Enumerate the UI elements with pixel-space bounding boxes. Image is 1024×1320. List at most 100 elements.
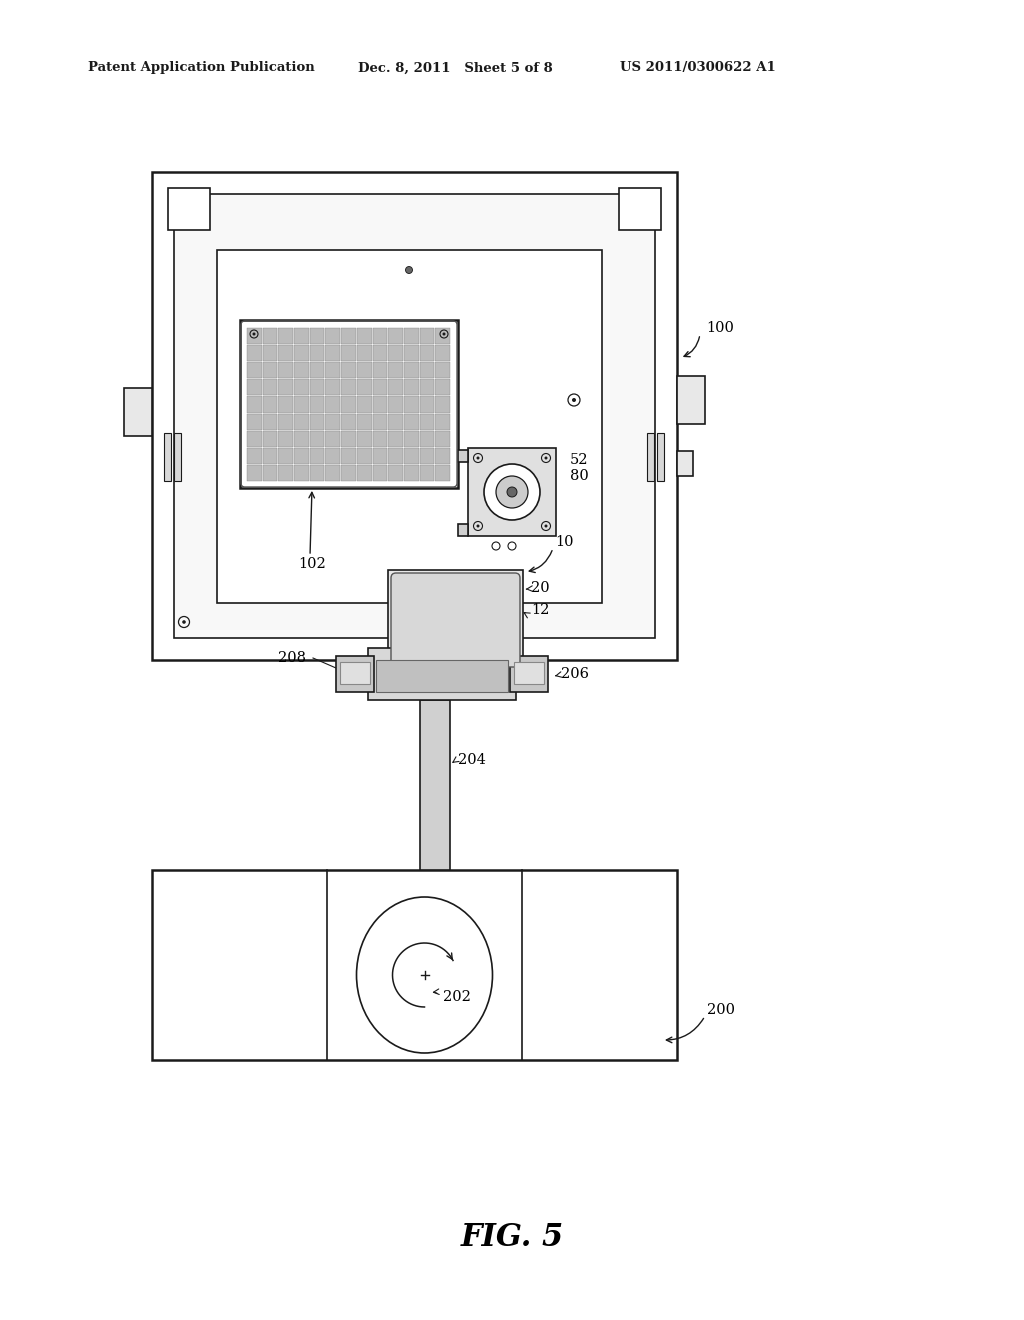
Bar [618, 187, 662, 230]
Circle shape [476, 457, 479, 459]
Bar [420, 447, 434, 463]
Bar [279, 362, 293, 379]
Bar [341, 345, 356, 362]
Bar [294, 396, 309, 413]
Text: 100: 100 [706, 321, 734, 335]
Text: Patent Application Publication: Patent Application Publication [88, 62, 314, 74]
Bar [657, 433, 664, 480]
Bar [388, 430, 402, 446]
Bar [247, 413, 262, 430]
Bar [435, 413, 450, 430]
Bar [310, 413, 325, 430]
Bar [247, 345, 262, 362]
Bar [388, 413, 402, 430]
Circle shape [545, 524, 548, 528]
Circle shape [484, 465, 540, 520]
Text: 102: 102 [298, 557, 326, 572]
Bar [310, 465, 325, 480]
Bar [326, 465, 340, 480]
Bar [403, 345, 419, 362]
Bar [279, 413, 293, 430]
Text: 52: 52 [570, 453, 589, 467]
Bar [356, 413, 372, 430]
Text: 10: 10 [555, 535, 573, 549]
Text: 208: 208 [278, 651, 306, 665]
Bar [420, 430, 434, 446]
Circle shape [442, 333, 445, 335]
Bar [341, 362, 356, 379]
Bar [217, 249, 602, 603]
Bar [341, 327, 356, 345]
Bar [341, 379, 356, 396]
Bar [279, 379, 293, 396]
Bar [310, 447, 325, 463]
Bar [435, 379, 450, 396]
Bar [468, 447, 556, 536]
Bar [174, 433, 181, 480]
Bar [388, 396, 402, 413]
Bar [294, 379, 309, 396]
Text: FIG. 5: FIG. 5 [461, 1222, 563, 1254]
Bar [356, 447, 372, 463]
Bar [279, 345, 293, 362]
Bar [388, 379, 402, 396]
Bar [420, 345, 434, 362]
Bar [263, 465, 278, 480]
Bar [341, 396, 356, 413]
Bar [435, 465, 450, 480]
Bar [373, 396, 387, 413]
Text: US 2011/0300622 A1: US 2011/0300622 A1 [620, 62, 776, 74]
Bar [373, 447, 387, 463]
Bar [263, 362, 278, 379]
Bar [403, 396, 419, 413]
Bar [263, 447, 278, 463]
Bar [341, 430, 356, 446]
Bar [356, 362, 372, 379]
Bar [356, 465, 372, 480]
Bar [294, 447, 309, 463]
Bar [247, 465, 262, 480]
Bar [294, 430, 309, 446]
Bar [279, 465, 293, 480]
Circle shape [507, 487, 517, 498]
Bar [435, 430, 450, 446]
Bar [388, 465, 402, 480]
Bar [310, 430, 325, 446]
Bar [326, 413, 340, 430]
Ellipse shape [356, 898, 493, 1053]
Bar [336, 656, 374, 692]
Bar [458, 524, 468, 536]
Bar [310, 396, 325, 413]
Bar [420, 327, 434, 345]
Bar [326, 396, 340, 413]
Bar [294, 345, 309, 362]
Bar [310, 327, 325, 345]
Bar [403, 430, 419, 446]
Bar [247, 447, 262, 463]
Bar [420, 396, 434, 413]
Bar [152, 172, 677, 660]
Bar [310, 379, 325, 396]
Bar [435, 327, 450, 345]
Bar [373, 362, 387, 379]
Circle shape [182, 620, 185, 624]
Bar [294, 465, 309, 480]
Bar [310, 362, 325, 379]
Bar [376, 660, 508, 692]
Bar [388, 327, 402, 345]
Bar [647, 433, 654, 480]
Bar [403, 413, 419, 430]
Bar [263, 430, 278, 446]
Bar [388, 345, 402, 362]
Bar [152, 870, 677, 1060]
Bar [373, 465, 387, 480]
Bar [356, 430, 372, 446]
Bar [420, 700, 450, 870]
Bar [279, 327, 293, 345]
Bar [356, 345, 372, 362]
Bar [403, 465, 419, 480]
Bar [263, 345, 278, 362]
Bar [341, 465, 356, 480]
Text: 200: 200 [707, 1003, 735, 1016]
Bar [279, 396, 293, 413]
